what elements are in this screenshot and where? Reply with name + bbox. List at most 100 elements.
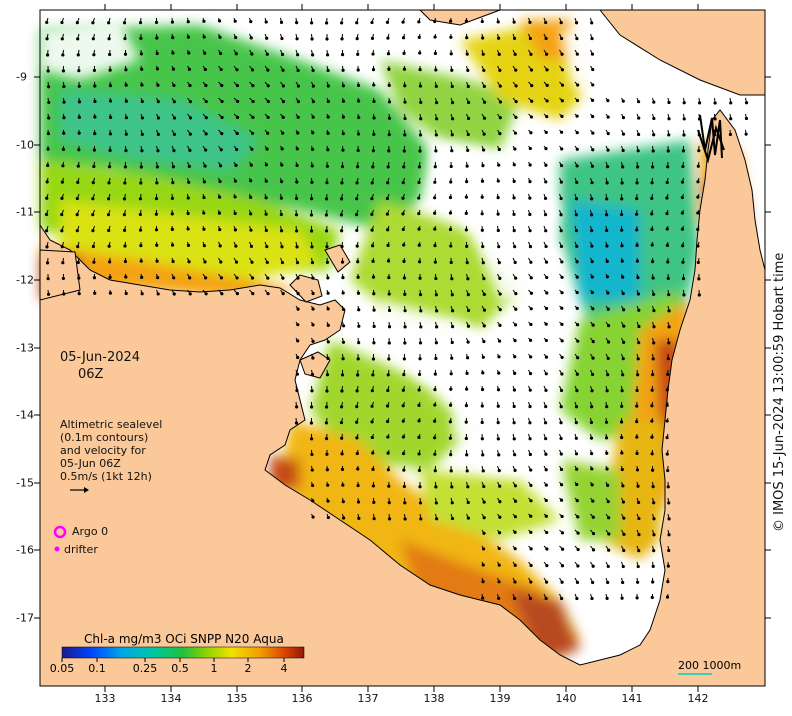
velocity-arrowhead: [621, 373, 625, 377]
velocity-arrowhead: [156, 83, 160, 87]
velocity-arrowhead: [265, 244, 269, 249]
y-tick-label: -16: [16, 543, 34, 557]
velocity-arrowhead: [497, 546, 501, 551]
velocity-arrowhead: [203, 260, 207, 264]
velocity-arrowhead: [433, 227, 437, 231]
velocity-arrowhead: [528, 404, 532, 409]
velocity-arrowhead: [418, 501, 423, 505]
velocity-arrowhead: [528, 196, 532, 200]
velocity-arrowhead: [46, 163, 50, 168]
velocity-arrowhead: [590, 260, 594, 264]
velocity-arrowhead: [544, 514, 548, 518]
velocity-arrowhead: [544, 468, 548, 472]
velocity-arrowhead: [450, 133, 454, 137]
velocity-arrowhead: [340, 164, 345, 169]
velocity-arrowhead: [636, 500, 641, 505]
velocity-arrowhead: [559, 21, 563, 25]
velocity-arrowhead: [591, 564, 595, 568]
velocity-arrowhead: [140, 149, 144, 153]
velocity-arrowhead: [666, 468, 670, 473]
velocity-arrowhead: [620, 451, 624, 455]
velocity-arrowhead: [172, 116, 177, 120]
velocity-arrowhead: [370, 20, 374, 25]
velocity-arrowhead: [204, 116, 208, 120]
velocity-arrowhead: [204, 132, 208, 136]
velocity-arrowhead: [309, 197, 314, 201]
velocity-arrowhead: [91, 21, 95, 25]
velocity-arrowhead: [497, 596, 501, 600]
velocity-arrowhead: [559, 452, 563, 456]
velocity-arrowhead: [606, 564, 610, 569]
velocity-arrowhead: [324, 197, 329, 201]
velocity-arrowhead: [680, 227, 685, 231]
velocity-arrowhead: [466, 84, 470, 89]
velocity-arrowhead: [513, 484, 517, 488]
velocity-arrowhead: [529, 580, 533, 584]
velocity-arrowhead: [559, 421, 563, 425]
velocity-arrowhead: [385, 20, 390, 24]
velocity-arrowhead: [480, 179, 485, 183]
velocity-arrowhead: [156, 116, 161, 120]
velocity-arrowhead: [529, 499, 533, 503]
velocity-arrowhead: [204, 276, 208, 280]
velocity-arrowhead: [355, 420, 359, 424]
velocity-arrowhead: [387, 67, 391, 71]
velocity-arrowhead: [590, 52, 595, 56]
velocity-arrowhead: [667, 341, 671, 345]
velocity-arrowhead: [170, 196, 175, 200]
velocity-arrowhead: [480, 437, 484, 441]
velocity-arrowhead: [234, 52, 238, 56]
velocity-arrowhead: [324, 213, 329, 217]
velocity-arrowhead: [107, 21, 111, 25]
velocity-arrowhead: [218, 227, 222, 232]
velocity-arrowhead: [401, 388, 405, 392]
velocity-arrowhead: [403, 309, 407, 313]
velocity-arrowhead: [650, 452, 654, 456]
velocity-arrowhead: [434, 293, 438, 297]
colorbar-tick-label: 2: [244, 662, 252, 675]
velocity-arrowhead: [450, 516, 455, 521]
velocity-arrowhead: [296, 292, 300, 296]
velocity-arrowhead: [355, 451, 359, 456]
velocity-arrowhead: [576, 68, 580, 72]
velocity-arrowhead: [92, 260, 96, 264]
velocity-arrowhead: [448, 436, 452, 440]
velocity-arrowhead: [559, 405, 563, 409]
velocity-arrowhead: [621, 148, 625, 153]
velocity-arrowhead: [605, 596, 609, 600]
velocity-arrowhead: [559, 388, 564, 393]
velocity-arrowhead: [650, 468, 655, 472]
velocity-arrowhead: [590, 372, 595, 377]
velocity-arrowhead: [249, 228, 253, 232]
map-date: 05-Jun-2024: [60, 350, 141, 365]
velocity-arrowhead: [387, 341, 391, 345]
velocity-arrowhead: [264, 212, 268, 216]
velocity-arrowhead: [560, 596, 564, 601]
velocity-arrowhead: [371, 259, 375, 263]
velocity-arrowhead: [512, 388, 517, 392]
velocity-arrowhead: [326, 84, 330, 88]
velocity-arrowhead: [122, 197, 127, 201]
velocity-arrowhead: [482, 100, 487, 104]
velocity-arrowhead: [466, 132, 470, 137]
velocity-arrowhead: [464, 19, 469, 23]
velocity-arrowhead: [234, 244, 238, 248]
velocity-arrowhead: [124, 99, 128, 103]
y-tick-label: -11: [16, 205, 34, 219]
velocity-arrowhead: [387, 308, 392, 313]
velocity-arrowhead: [77, 292, 81, 296]
velocity-arrowhead: [559, 436, 563, 441]
velocity-arrowhead: [403, 116, 407, 121]
velocity-arrowhead: [529, 514, 533, 518]
velocity-arrowhead: [666, 165, 670, 169]
velocity-arrowhead: [281, 100, 286, 104]
legend-line-4: 05-Jun 06Z: [60, 457, 121, 470]
velocity-arrowhead: [466, 148, 470, 152]
velocity-arrowhead: [186, 211, 190, 216]
velocity-arrowhead: [251, 115, 255, 119]
velocity-arrowhead: [620, 181, 624, 185]
velocity-arrowhead: [371, 484, 376, 488]
velocity-arrowhead: [466, 308, 471, 313]
velocity-arrowhead: [544, 36, 548, 41]
velocity-arrowhead: [279, 212, 283, 217]
